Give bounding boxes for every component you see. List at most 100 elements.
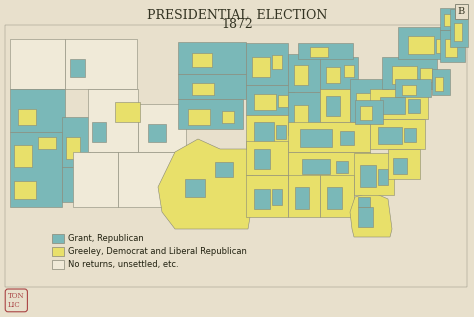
Bar <box>192 83 214 95</box>
Bar <box>288 92 320 135</box>
Bar <box>302 159 330 174</box>
Bar <box>454 23 462 41</box>
Bar <box>246 141 288 175</box>
Bar <box>420 68 432 82</box>
Bar <box>295 187 309 209</box>
Bar <box>298 43 353 59</box>
Bar <box>5 25 467 287</box>
Bar <box>222 111 234 123</box>
Bar <box>327 187 342 209</box>
Bar <box>62 167 90 202</box>
Bar <box>178 42 246 74</box>
Bar <box>278 95 288 107</box>
Bar <box>370 89 428 119</box>
Bar <box>92 122 106 142</box>
Bar <box>310 47 328 57</box>
Bar <box>276 125 286 139</box>
Bar <box>252 57 270 77</box>
Bar <box>320 89 350 122</box>
Bar <box>254 122 274 142</box>
Bar <box>435 77 443 91</box>
Bar <box>254 189 270 209</box>
Bar <box>382 57 437 89</box>
Bar <box>320 57 358 89</box>
Bar <box>73 152 118 207</box>
Bar <box>10 39 65 89</box>
Bar <box>360 106 372 120</box>
Bar <box>370 119 425 149</box>
Bar <box>10 89 65 132</box>
Bar <box>52 234 64 243</box>
Polygon shape <box>350 192 392 237</box>
Bar <box>18 109 36 125</box>
Bar <box>52 247 64 256</box>
Bar <box>66 137 80 159</box>
Bar <box>320 175 354 217</box>
Bar <box>288 175 320 217</box>
Text: Grant, Republican: Grant, Republican <box>68 234 144 243</box>
Bar <box>326 96 340 116</box>
Text: 1872: 1872 <box>221 18 253 31</box>
Bar <box>378 127 402 144</box>
Bar <box>288 152 370 179</box>
Bar <box>88 89 138 152</box>
Bar <box>272 189 282 205</box>
Bar <box>395 79 431 97</box>
Text: PRESIDENTIAL  ELECTION: PRESIDENTIAL ELECTION <box>147 9 327 22</box>
Bar <box>432 69 450 95</box>
Bar <box>355 100 383 124</box>
Bar <box>436 39 448 53</box>
Bar <box>358 197 370 207</box>
Bar <box>354 153 394 195</box>
Bar <box>408 36 434 54</box>
Bar <box>294 65 308 85</box>
Bar <box>336 161 348 173</box>
Text: B: B <box>458 7 465 16</box>
Bar <box>288 54 320 92</box>
Bar <box>288 122 370 152</box>
Text: TON
LIC: TON LIC <box>8 292 25 309</box>
Bar <box>246 85 294 115</box>
Bar <box>254 149 270 169</box>
Text: Greeley, Democrat and Liberal Republican: Greeley, Democrat and Liberal Republican <box>68 247 247 256</box>
Bar <box>246 175 288 217</box>
Bar <box>14 181 36 199</box>
Bar <box>380 97 405 114</box>
Bar <box>254 94 276 110</box>
Bar <box>378 169 388 185</box>
Bar <box>440 8 462 30</box>
Bar <box>326 67 340 83</box>
Bar <box>246 43 288 85</box>
Polygon shape <box>158 139 255 229</box>
Bar <box>38 137 56 149</box>
Bar <box>178 99 243 129</box>
Bar <box>115 102 140 122</box>
Bar <box>340 131 354 145</box>
Bar <box>450 9 468 47</box>
Bar <box>192 53 212 67</box>
Bar <box>392 66 417 84</box>
Bar <box>178 74 246 99</box>
Bar <box>52 260 64 269</box>
Bar <box>398 27 460 59</box>
Bar <box>185 179 205 197</box>
Bar <box>393 158 407 174</box>
Bar <box>118 152 186 207</box>
Bar <box>138 104 186 152</box>
Bar <box>388 149 420 179</box>
Bar <box>14 145 32 167</box>
Bar <box>374 96 384 111</box>
Bar <box>300 129 332 147</box>
Bar <box>350 79 388 122</box>
Bar <box>445 39 457 57</box>
Bar <box>408 99 420 113</box>
Bar <box>356 93 372 115</box>
Bar <box>294 105 308 127</box>
Bar <box>440 30 465 62</box>
Bar <box>360 165 376 187</box>
Bar <box>402 85 416 95</box>
Bar <box>215 162 233 177</box>
Bar <box>358 207 373 227</box>
Bar <box>70 59 85 77</box>
Bar <box>272 55 282 69</box>
